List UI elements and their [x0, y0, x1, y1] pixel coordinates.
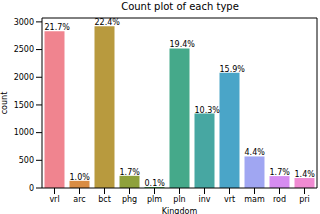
svg-text:3000: 3000 [14, 18, 34, 27]
svg-text:count: count [8, 92, 9, 115]
svg-text:1500: 1500 [14, 101, 34, 110]
svg-text:21.7%: 21.7% [45, 23, 71, 32]
svg-text:inv: inv [198, 195, 210, 204]
svg-text:10.3%: 10.3% [195, 106, 221, 115]
svg-text:arc: arc [73, 195, 85, 204]
svg-text:1000: 1000 [14, 128, 34, 137]
svg-text:Kingdom: Kingdom [162, 207, 198, 214]
svg-text:mam: mam [244, 195, 265, 204]
svg-text:2500: 2500 [14, 45, 34, 54]
svg-text:1.4%: 1.4% [295, 170, 313, 179]
svg-text:plm: plm [147, 195, 162, 204]
svg-text:1.0%: 1.0% [70, 173, 91, 182]
svg-text:4.4%: 4.4% [245, 148, 266, 157]
svg-text:bct: bct [98, 195, 111, 204]
svg-text:22.4%: 22.4% [95, 18, 121, 27]
svg-text:19.4%: 19.4% [170, 40, 196, 49]
svg-text:rod: rod [273, 195, 286, 204]
svg-text:pln: pln [173, 195, 185, 204]
svg-text:2000: 2000 [14, 73, 34, 82]
svg-text:500: 500 [19, 156, 34, 165]
svg-text:0.1%: 0.1% [145, 179, 166, 188]
svg-text:1.7%: 1.7% [270, 168, 291, 177]
svg-text:vrl: vrl [49, 195, 59, 204]
svg-text:vrt: vrt [224, 195, 235, 204]
svg-text:0: 0 [29, 184, 34, 193]
svg-text:1.7%: 1.7% [120, 168, 141, 177]
svg-text:15.9%: 15.9% [220, 65, 246, 74]
html-text:Count plot of each type: Count plot of each type [121, 1, 239, 12]
svg-text:phg: phg [122, 195, 137, 204]
svg-text:pri: pri [299, 195, 310, 204]
